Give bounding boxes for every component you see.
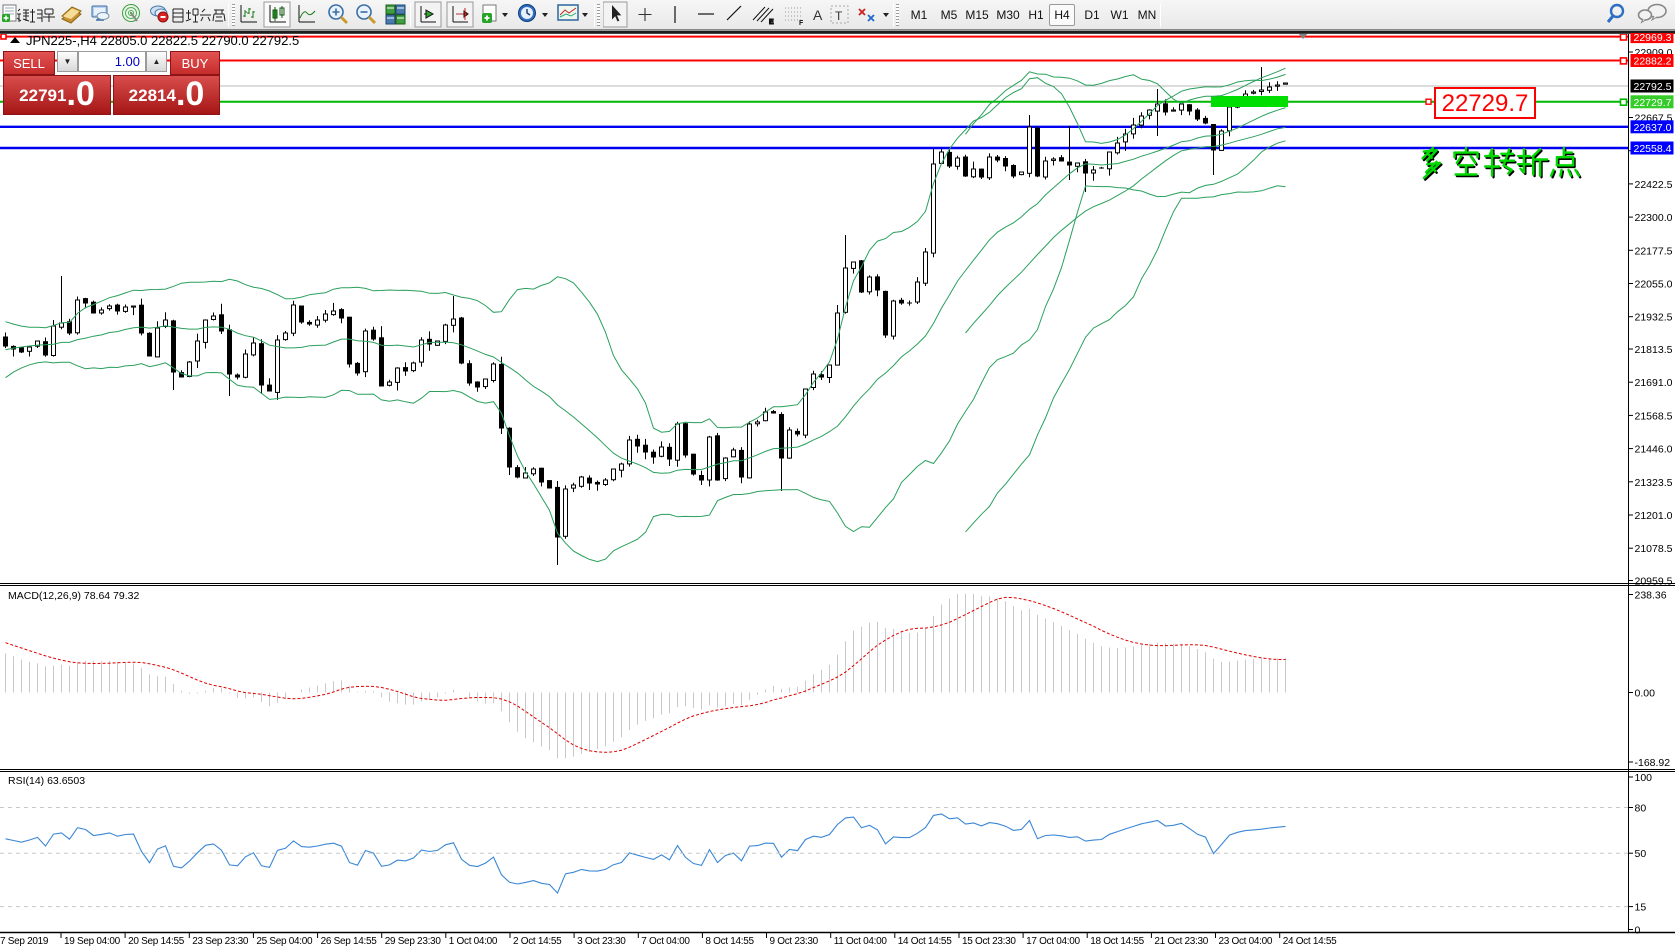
svg-text:21201.0: 21201.0 (1635, 510, 1673, 522)
svg-text:8 Oct 14:55: 8 Oct 14:55 (705, 936, 754, 947)
svg-text:11 Oct 04:00: 11 Oct 04:00 (834, 936, 888, 947)
svg-text:MACD(12,26,9) 78.64 79.32: MACD(12,26,9) 78.64 79.32 (8, 590, 139, 602)
svg-text:21078.5: 21078.5 (1635, 543, 1673, 555)
svg-text:JPN225-,H4 22805.0 22822.5 22: JPN225-,H4 22805.0 22822.5 22790.0 22792… (26, 33, 299, 48)
svg-text:A: A (813, 7, 823, 23)
svg-text:21446.0: 21446.0 (1635, 444, 1673, 456)
svg-text:22969.3: 22969.3 (1634, 32, 1672, 44)
svg-text:1 Oct 04:00: 1 Oct 04:00 (449, 936, 498, 947)
svg-text:T: T (835, 9, 843, 23)
svg-text:21813.5: 21813.5 (1635, 344, 1673, 356)
svg-text:29 Sep 23:30: 29 Sep 23:30 (385, 936, 442, 947)
svg-text:24 Oct 14:55: 24 Oct 14:55 (1283, 936, 1337, 947)
svg-text:21691.0: 21691.0 (1635, 377, 1673, 389)
svg-text:22177.5: 22177.5 (1635, 245, 1673, 257)
svg-text:22637.0: 22637.0 (1634, 122, 1672, 134)
svg-text:2 Oct 14:55: 2 Oct 14:55 (513, 936, 562, 947)
svg-text:25 Sep 04:00: 25 Sep 04:00 (256, 936, 313, 947)
svg-text:21323.5: 21323.5 (1635, 477, 1673, 489)
svg-text:0: 0 (1635, 925, 1641, 937)
svg-text:F: F (799, 20, 804, 27)
svg-text:22882.2: 22882.2 (1634, 56, 1672, 68)
svg-text:E: E (769, 19, 774, 26)
svg-text:23 Oct 04:00: 23 Oct 04:00 (1219, 936, 1273, 947)
svg-text:238.36: 238.36 (1635, 590, 1667, 602)
svg-text:17 Oct 04:00: 17 Oct 04:00 (1026, 936, 1080, 947)
svg-text:7 Sep 2019: 7 Sep 2019 (0, 936, 49, 947)
svg-text:22422.5: 22422.5 (1635, 179, 1673, 191)
svg-text:RSI(14) 63.6503: RSI(14) 63.6503 (8, 775, 85, 787)
svg-text:20959.5: 20959.5 (1635, 576, 1673, 588)
svg-text:22729.7: 22729.7 (1442, 90, 1529, 117)
svg-text:22792.5: 22792.5 (1634, 81, 1672, 93)
svg-text:7 Oct 04:00: 7 Oct 04:00 (641, 936, 690, 947)
svg-text:100: 100 (1635, 772, 1653, 784)
svg-text:22300.0: 22300.0 (1635, 212, 1673, 224)
svg-text:19 Sep 04:00: 19 Sep 04:00 (64, 936, 121, 947)
svg-text:21 Oct 23:30: 21 Oct 23:30 (1154, 936, 1208, 947)
svg-text:18 Oct 14:55: 18 Oct 14:55 (1090, 936, 1144, 947)
svg-text:15 Oct 23:30: 15 Oct 23:30 (962, 936, 1016, 947)
svg-text:22729.7: 22729.7 (1634, 97, 1672, 109)
svg-text:22055.0: 22055.0 (1635, 279, 1673, 291)
svg-text:22558.4: 22558.4 (1634, 143, 1672, 155)
svg-text:20 Sep 14:55: 20 Sep 14:55 (128, 936, 185, 947)
svg-text:-168.92: -168.92 (1635, 757, 1671, 769)
svg-text:15: 15 (1635, 902, 1647, 914)
svg-text:21568.5: 21568.5 (1635, 410, 1673, 422)
svg-text:23 Sep 23:30: 23 Sep 23:30 (192, 936, 249, 947)
svg-text:26 Sep 14:55: 26 Sep 14:55 (321, 936, 378, 947)
svg-text:3 Oct 23:30: 3 Oct 23:30 (577, 936, 626, 947)
svg-text:21932.5: 21932.5 (1635, 312, 1673, 324)
svg-text:80: 80 (1635, 803, 1647, 815)
svg-text:50: 50 (1635, 848, 1647, 860)
svg-text:0.00: 0.00 (1635, 688, 1656, 700)
svg-text:14 Oct 14:55: 14 Oct 14:55 (898, 936, 952, 947)
svg-text:9 Oct 23:30: 9 Oct 23:30 (770, 936, 819, 947)
